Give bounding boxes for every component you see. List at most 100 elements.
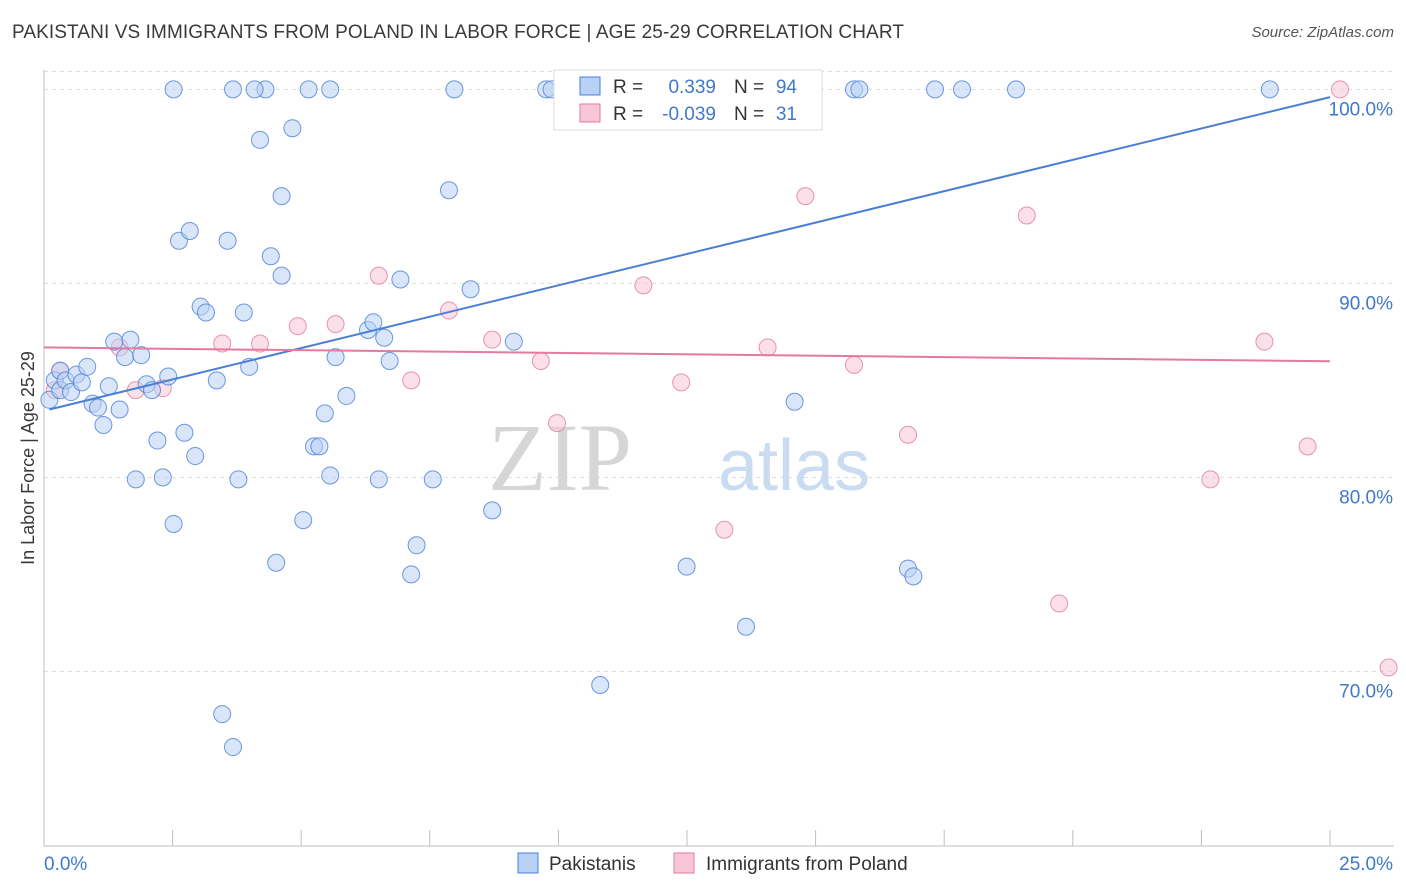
data-point-poland (251, 334, 269, 353)
legend-swatch-poland (673, 852, 695, 874)
series-poland (45, 80, 1398, 677)
stats-n-value-1: 94 (776, 77, 798, 98)
stats-n-value-2: 31 (776, 104, 797, 125)
data-point-pakistanis (299, 80, 318, 99)
data-point-pakistanis (224, 80, 242, 99)
series-pakistanis (40, 80, 1279, 757)
stats-r-label-2: R = (613, 104, 643, 125)
stats-n-label-1: N = (734, 77, 764, 98)
data-point-pakistanis (375, 328, 394, 347)
data-point-pakistanis (294, 511, 313, 530)
x-tick-label-start: 0.0% (44, 854, 87, 875)
data-point-pakistanis (785, 392, 804, 411)
data-point-pakistanis (251, 130, 269, 149)
data-point-pakistanis (261, 247, 280, 266)
data-point-pakistanis (126, 470, 145, 489)
data-point-pakistanis (72, 373, 91, 392)
data-point-pakistanis (283, 119, 302, 138)
trendlines (43, 96, 1331, 411)
legend-swatch-pakistanis (517, 852, 539, 874)
data-point-pakistanis (953, 80, 971, 99)
data-point-pakistanis (445, 80, 464, 99)
data-point-pakistanis (369, 470, 388, 489)
data-point-pakistanis (904, 567, 923, 586)
x-tick-labels: 0.0% 25.0% (44, 854, 1393, 875)
data-point-pakistanis (197, 303, 215, 322)
y-tick-label: 70.0% (1339, 681, 1393, 702)
data-point-pakistanis (245, 80, 264, 99)
data-point-pakistanis (110, 400, 129, 419)
stats-swatch-pakistanis (579, 76, 601, 96)
legend-label-poland: Immigrants from Poland (706, 854, 908, 875)
data-point-poland (1379, 658, 1398, 677)
bottom-legend: Pakistanis Immigrants from Poland (517, 852, 908, 875)
data-point-pakistanis (207, 371, 226, 390)
data-point-pakistanis (186, 447, 205, 466)
data-point-pakistanis (153, 468, 172, 487)
data-point-pakistanis (423, 470, 442, 489)
data-point-pakistanis (218, 231, 237, 250)
data-point-poland (1050, 594, 1069, 613)
data-point-poland (758, 338, 777, 357)
data-point-poland (1255, 332, 1274, 351)
data-point-poland (369, 266, 388, 285)
data-point-pakistanis (148, 431, 167, 450)
data-point-pakistanis (326, 348, 345, 367)
data-point-pakistanis (321, 80, 340, 99)
data-point-pakistanis (737, 617, 755, 636)
data-point-pakistanis (229, 470, 248, 489)
data-point-poland (288, 317, 307, 336)
data-point-pakistanis (224, 738, 242, 757)
y-tick-labels: 70.0% 80.0% 90.0% 100.0% (1329, 99, 1394, 702)
data-point-poland (213, 334, 232, 353)
data-point-poland (548, 414, 566, 433)
data-point-pakistanis (591, 675, 610, 694)
data-point-poland (402, 371, 421, 390)
data-point-pakistanis (380, 352, 399, 370)
data-point-pakistanis (315, 404, 334, 423)
data-point-pakistanis (175, 423, 194, 442)
data-point-pakistanis (180, 222, 199, 241)
y-tick-label: 90.0% (1339, 293, 1393, 314)
data-point-pakistanis (267, 553, 286, 572)
data-point-pakistanis (407, 536, 426, 555)
stats-n-label-2: N = (734, 104, 764, 125)
data-point-pakistanis (116, 348, 134, 367)
data-point-pakistanis (1007, 80, 1025, 99)
data-point-pakistanis (94, 416, 113, 435)
x-tick-label-end: 25.0% (1339, 854, 1393, 875)
data-point-poland (715, 520, 734, 539)
y-tick-label: 80.0% (1339, 487, 1393, 508)
data-point-pakistanis (321, 466, 340, 485)
data-point-pakistanis (391, 270, 410, 289)
stats-legend: R = 0.339 N = 94 R = -0.039 N = 31 (553, 69, 823, 131)
legend-label-pakistanis: Pakistanis (549, 854, 636, 875)
data-point-pakistanis (99, 377, 118, 396)
chart-title: PAKISTANI VS IMMIGRANTS FROM POLAND IN L… (12, 22, 905, 43)
data-point-pakistanis (272, 187, 291, 206)
y-tick-label: 100.0% (1329, 99, 1394, 120)
data-point-pakistanis (461, 280, 480, 299)
data-point-pakistanis (164, 80, 183, 99)
data-point-pakistanis (402, 565, 421, 584)
y-axis-label: In Labor Force | Age 25-29 (18, 351, 38, 565)
data-point-pakistanis (504, 332, 523, 351)
data-point-pakistanis (926, 80, 944, 99)
data-point-poland (672, 373, 691, 392)
data-point-poland (1017, 206, 1036, 225)
data-point-pakistanis (1260, 80, 1279, 99)
data-point-pakistanis (164, 514, 183, 533)
data-point-pakistanis (132, 346, 151, 365)
data-point-pakistanis (89, 398, 107, 417)
watermark: ZIP atlas (488, 404, 870, 511)
stats-r-label-1: R = (613, 77, 643, 98)
data-point-poland (634, 276, 653, 295)
watermark-atlas: atlas (718, 426, 870, 506)
data-point-poland (796, 187, 815, 206)
data-point-pakistanis (337, 386, 356, 405)
trendline-pakistanis (49, 96, 1331, 411)
data-point-poland (899, 425, 917, 444)
data-point-poland (1201, 470, 1220, 489)
data-point-poland (1331, 80, 1349, 99)
